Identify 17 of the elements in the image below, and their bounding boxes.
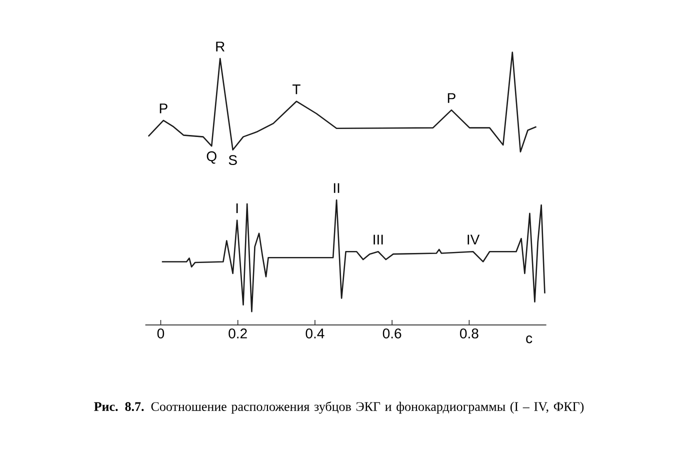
text: Рис. 8.7. Соотношение расположения зубцов ЭКГ и фонокардиограммы (I – IV, ФКГ) — [94, 402, 584, 414]
annotation: IV — [468, 234, 480, 244]
annotation: R — [216, 42, 225, 52]
annotation: P — [160, 104, 168, 114]
annotation: II — [334, 183, 340, 193]
annotation: III — [374, 234, 383, 244]
annotation: I — [236, 203, 238, 214]
annotation: S — [228, 155, 237, 166]
x-tick-label: 0 — [157, 328, 164, 338]
annotation: Q — [206, 151, 216, 164]
annotation: P — [448, 93, 456, 103]
x-axis-title: с — [526, 336, 532, 344]
x-tick-label: 0.6 — [382, 328, 402, 338]
x-tick-label: 0.4 — [306, 328, 324, 338]
x-tick-label: 0.2 — [228, 328, 247, 338]
x-tick-label: 0.8 — [460, 328, 478, 338]
annotation: T — [292, 84, 300, 94]
